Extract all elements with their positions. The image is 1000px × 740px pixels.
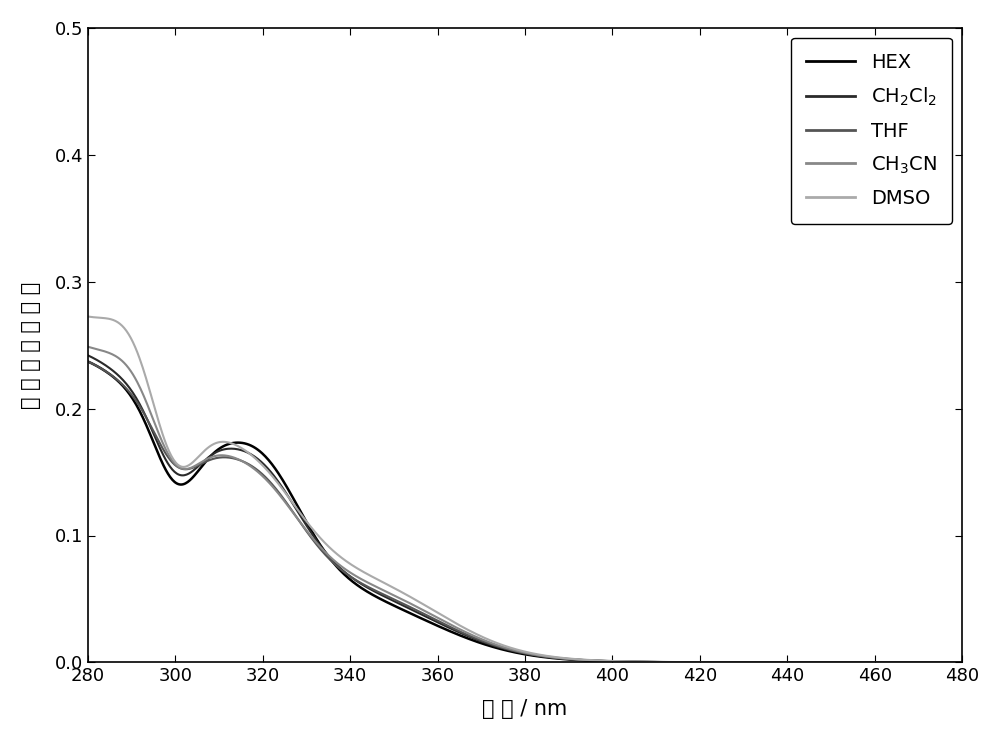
- THF: [835, 658, 847, 667]
- HEX: [590, 656, 602, 665]
- HEX: [136, 411, 148, 420]
- DMSO: [82, 312, 94, 321]
- DMSO: [613, 656, 625, 665]
- HEX: [835, 658, 847, 667]
- CH$_2$Cl$_2$: [639, 657, 651, 666]
- CH$_3$CN: [613, 657, 625, 666]
- CH$_3$CN: [745, 658, 757, 667]
- CH$_2$Cl$_2$: [956, 658, 968, 667]
- HEX: [956, 658, 968, 667]
- Line: CH$_3$CN: CH$_3$CN: [88, 347, 962, 662]
- Legend: HEX, CH$_2$Cl$_2$, THF, CH$_3$CN, DMSO: HEX, CH$_2$Cl$_2$, THF, CH$_3$CN, DMSO: [791, 38, 952, 223]
- THF: [82, 357, 94, 366]
- CH$_2$Cl$_2$: [82, 351, 94, 360]
- Line: DMSO: DMSO: [88, 317, 962, 662]
- CH$_2$Cl$_2$: [835, 658, 847, 667]
- HEX: [745, 658, 757, 667]
- THF: [590, 656, 602, 665]
- THF: [956, 658, 968, 667]
- THF: [639, 657, 651, 666]
- Line: THF: THF: [88, 362, 962, 662]
- CH$_2$Cl$_2$: [613, 657, 625, 666]
- HEX: [613, 657, 625, 666]
- X-axis label: 波 长 / nm: 波 长 / nm: [482, 699, 568, 719]
- CH$_3$CN: [956, 658, 968, 667]
- CH$_3$CN: [639, 657, 651, 666]
- Line: HEX: HEX: [88, 362, 962, 662]
- DMSO: [136, 360, 148, 369]
- CH$_2$Cl$_2$: [590, 656, 602, 665]
- DMSO: [639, 657, 651, 666]
- DMSO: [835, 658, 847, 667]
- HEX: [639, 658, 651, 667]
- CH$_3$CN: [82, 343, 94, 352]
- CH$_3$CN: [136, 387, 148, 396]
- CH$_2$Cl$_2$: [745, 658, 757, 667]
- CH$_3$CN: [835, 658, 847, 667]
- DMSO: [745, 658, 757, 667]
- CH$_3$CN: [590, 656, 602, 665]
- Y-axis label: 归 一 化 吸 收 强 度: 归 一 化 吸 收 强 度: [21, 281, 41, 408]
- CH$_2$Cl$_2$: [136, 403, 148, 412]
- HEX: [82, 357, 94, 366]
- Line: CH$_2$Cl$_2$: CH$_2$Cl$_2$: [88, 355, 962, 662]
- THF: [745, 658, 757, 667]
- THF: [136, 405, 148, 414]
- DMSO: [956, 658, 968, 667]
- THF: [613, 657, 625, 666]
- DMSO: [590, 656, 602, 665]
